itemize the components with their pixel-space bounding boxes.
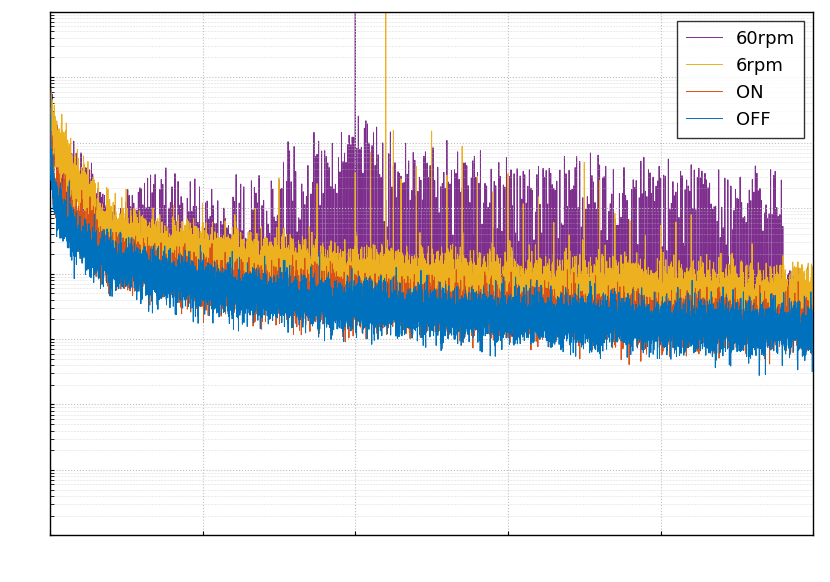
- 60rpm: [726, 283, 736, 290]
- Line: 60rpm: 60rpm: [50, 0, 813, 345]
- 60rpm: [45, 38, 55, 45]
- ON: [602, 307, 612, 314]
- 6rpm: [45, 12, 55, 19]
- 60rpm: [596, 282, 606, 289]
- 6rpm: [58, 156, 68, 163]
- ON: [808, 312, 818, 319]
- OFF: [596, 311, 606, 318]
- Line: OFF: OFF: [50, 88, 813, 375]
- 60rpm: [58, 162, 68, 169]
- 60rpm: [554, 235, 564, 242]
- 6rpm: [808, 287, 818, 294]
- ON: [624, 361, 634, 368]
- 60rpm: [602, 298, 612, 305]
- OFF: [726, 333, 736, 340]
- 6rpm: [93, 225, 103, 232]
- OFF: [554, 298, 564, 305]
- ON: [726, 310, 736, 317]
- Legend: 60rpm, 6rpm, ON, OFF: 60rpm, 6rpm, ON, OFF: [676, 21, 804, 138]
- 6rpm: [554, 272, 564, 279]
- 6rpm: [602, 278, 612, 285]
- 60rpm: [808, 296, 818, 303]
- Line: 6rpm: 6rpm: [50, 0, 813, 342]
- ON: [58, 196, 68, 203]
- 6rpm: [745, 338, 754, 345]
- ON: [596, 299, 606, 306]
- OFF: [45, 85, 55, 92]
- 60rpm: [93, 211, 103, 218]
- 60rpm: [801, 342, 811, 349]
- OFF: [754, 372, 764, 379]
- 6rpm: [596, 295, 606, 302]
- OFF: [93, 274, 103, 281]
- OFF: [602, 310, 612, 317]
- Line: ON: ON: [50, 93, 813, 364]
- OFF: [58, 200, 68, 207]
- ON: [93, 224, 103, 231]
- ON: [45, 90, 55, 97]
- ON: [554, 306, 564, 313]
- 6rpm: [726, 294, 736, 301]
- OFF: [808, 328, 818, 335]
